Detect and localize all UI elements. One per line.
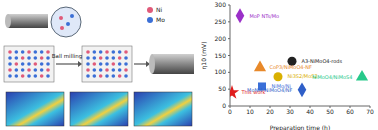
svg-text:0: 0 <box>228 108 232 115</box>
svg-text:20: 20 <box>266 108 274 115</box>
svg-text:Ni: Ni <box>156 6 162 13</box>
svg-text:Preparation time (h): Preparation time (h) <box>270 124 331 130</box>
svg-text:100: 100 <box>215 68 227 75</box>
svg-text:Mo: Mo <box>156 16 165 23</box>
svg-text:0: 0 <box>222 102 226 109</box>
svg-text:NiMoO4/NiMoS4: NiMoO4/NiMoS4 <box>312 74 352 80</box>
svg-text:50: 50 <box>218 85 226 92</box>
svg-text:10: 10 <box>246 108 254 115</box>
svg-text:This work: This work <box>241 89 266 95</box>
svg-text:30: 30 <box>286 108 294 115</box>
svg-text:300: 300 <box>215 1 227 8</box>
svg-text:40: 40 <box>306 108 314 115</box>
svg-text:70: 70 <box>366 108 370 115</box>
svg-text:η10 (mV): η10 (mV) <box>200 42 208 70</box>
svg-text:CoP3/NiMoO4-NF: CoP3/NiMoO4-NF <box>270 64 313 70</box>
svg-text:MoNi4-NiMoO4/NF: MoNi4-NiMoO4/NF <box>247 86 293 93</box>
svg-text:60: 60 <box>346 108 354 115</box>
svg-text:Ni3S2/MoS2: Ni3S2/MoS2 <box>287 73 318 80</box>
svg-text:Ball milling: Ball milling <box>52 53 82 60</box>
svg-text:A3-NiMoO4-rods: A3-NiMoO4-rods <box>302 58 343 64</box>
svg-text:200: 200 <box>215 35 227 42</box>
svg-text:250: 250 <box>215 18 227 25</box>
svg-text:150: 150 <box>215 52 227 59</box>
svg-text:50: 50 <box>326 108 334 115</box>
svg-text:MoP NTs/Mo: MoP NTs/Mo <box>250 13 280 19</box>
